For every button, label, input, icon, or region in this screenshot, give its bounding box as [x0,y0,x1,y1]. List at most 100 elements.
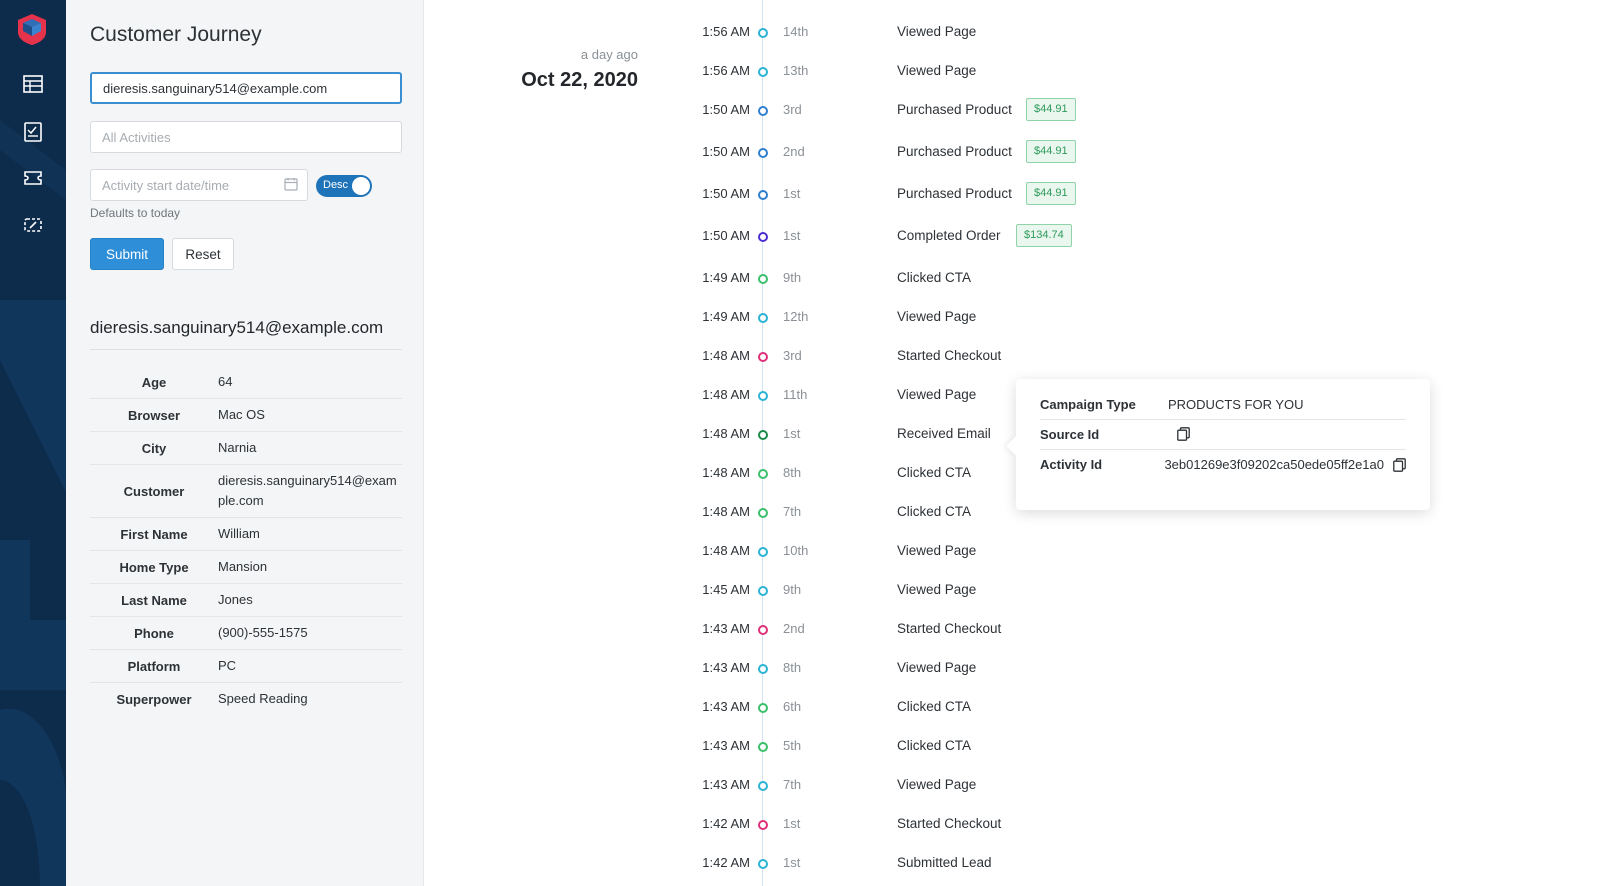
event-details-popover: Campaign Type PRODUCTS FOR YOU Source Id Ac… [1006,379,1430,510]
event-name[interactable]: Purchased Product [897,102,1012,117]
event-ordinal: 9th [783,270,802,285]
event-name[interactable]: Viewed Page [897,660,977,675]
event-marker [758,664,768,674]
attribute-value: William [218,526,260,541]
event-name[interactable]: Viewed Page [897,63,977,78]
attribute-value: Mansion [218,559,268,574]
event-marker [758,232,768,242]
event-name[interactable]: Viewed Page [897,582,977,597]
event-ordinal: 1st [783,186,801,201]
email-search-input[interactable] [90,72,402,104]
timeline-event: 1:49 AM 9th Clicked CTA [0,268,1600,288]
event-marker [758,586,768,596]
attribute-key: Phone [134,625,174,641]
event-time: 1:48 AM [702,504,750,519]
timeline-event: 1:50 AM 1st Purchased Product $44.91 [0,182,1600,205]
timeline-event: 1:56 AM 13th Viewed Page [0,61,1600,81]
event-name[interactable]: Clicked CTA [897,465,972,480]
attribute-value: Narnia [218,440,257,455]
attribute-value: Speed Reading [218,691,308,706]
timeline-event: 1:48 AM 1st Received Email [0,424,1600,444]
event-name[interactable]: Started Checkout [897,348,1002,363]
timeline-event: 1:48 AM 11th Viewed Page [0,385,1600,405]
date-picker[interactable] [90,169,308,201]
event-name[interactable]: Clicked CTA [897,270,972,285]
event-name[interactable]: Viewed Page [897,387,977,402]
copy-icon[interactable] [1393,457,1406,472]
event-name[interactable]: Submitted Lead [897,855,992,870]
attribute-key: Customer [123,483,185,499]
attribute-value: 64 [218,374,233,389]
event-ordinal: 2nd [783,144,805,159]
event-marker [758,352,768,362]
event-name[interactable]: Viewed Page [897,309,977,324]
event-name[interactable]: Purchased Product [897,186,1012,201]
activity-start-date-input[interactable] [90,169,308,201]
event-name[interactable]: Viewed Page [897,543,977,558]
event-ordinal: 3rd [783,348,802,363]
activity-filter-input[interactable] [90,121,402,153]
popover-row: Activity Id 3eb01269e3f09202ca50ede05ff2e… [1040,449,1406,480]
attribute-value: dieresis.sanguinary514@example.com [218,473,397,508]
event-name[interactable]: Clicked CTA [897,699,972,714]
event-name[interactable]: Purchased Product [897,144,1012,159]
event-ordinal: 14th [783,24,809,39]
event-time: 1:50 AM [702,102,750,117]
event-ordinal: 7th [783,777,802,792]
event-ordinal: 11th [783,387,808,402]
event-name[interactable]: Received Email [897,426,991,441]
copy-icon[interactable] [1177,427,1190,441]
event-ordinal: 3rd [783,102,802,117]
event-price-badge: $134.74 [1016,224,1072,247]
event-name[interactable]: Started Checkout [897,621,1002,636]
event-time: 1:43 AM [702,621,750,636]
event-name[interactable]: Clicked CTA [897,504,972,519]
attribute-row: Phone (900)-555-1575 [90,617,402,650]
event-ordinal: 12th [783,309,809,324]
popover-row: Campaign Type PRODUCTS FOR YOU [1040,389,1406,420]
attribute-key: First Name [120,526,188,542]
attribute-row: Superpower Speed Reading [90,683,402,715]
event-time: 1:45 AM [702,582,750,597]
event-time: 1:42 AM [702,816,750,831]
report-icon[interactable] [19,118,47,146]
popover-value: PRODUCTS FOR YOU [1168,397,1304,412]
shield-logo-icon[interactable] [15,12,49,46]
event-name[interactable]: Clicked CTA [897,738,972,753]
attribute-row: Customer dieresis.sanguinary514@example.c… [90,465,402,518]
event-price-badge: $44.91 [1026,182,1076,205]
event-marker [758,742,768,752]
relative-date: a day ago [580,47,638,62]
table-icon[interactable] [19,70,47,98]
calendar-icon[interactable] [284,177,298,191]
submit-button[interactable]: Submit [90,238,164,270]
timeline-event: 1:49 AM 12th Viewed Page [0,307,1600,327]
event-time: 1:50 AM [702,144,750,159]
event-time: 1:43 AM [702,738,750,753]
popover-key: Activity Id [1040,457,1103,472]
tag-icon[interactable] [19,211,47,239]
event-name[interactable]: Viewed Page [897,777,977,792]
timeline-event: 1:48 AM 10th Viewed Page [0,541,1600,561]
event-time: 1:50 AM [702,186,750,201]
event-time: 1:42 AM [702,855,750,870]
reset-button[interactable]: Reset [172,238,234,270]
ticket-icon[interactable] [19,164,47,192]
event-time: 1:43 AM [702,699,750,714]
event-ordinal: 1st [783,816,801,831]
event-marker [758,547,768,557]
attribute-key: Last Name [121,592,187,608]
timeline-event: 1:50 AM 2nd Purchased Product $44.91 [0,140,1600,163]
event-time: 1:43 AM [702,777,750,792]
event-name[interactable]: Viewed Page [897,24,977,39]
event-time: 1:49 AM [702,270,750,285]
attribute-value: PC [218,658,237,673]
timeline-event: 1:42 AM 1st Started Checkout [0,814,1600,834]
event-name[interactable]: Completed Order [897,228,1001,243]
attribute-row: Last Name Jones [90,584,402,617]
attribute-row: Browser Mac OS [90,399,402,432]
event-name[interactable]: Started Checkout [897,816,1002,831]
event-marker [758,469,768,479]
sort-order-toggle[interactable]: Desc [316,175,372,197]
profile-attributes-table: Age 64 Browser Mac OS City Narnia Customer dier… [90,366,402,715]
